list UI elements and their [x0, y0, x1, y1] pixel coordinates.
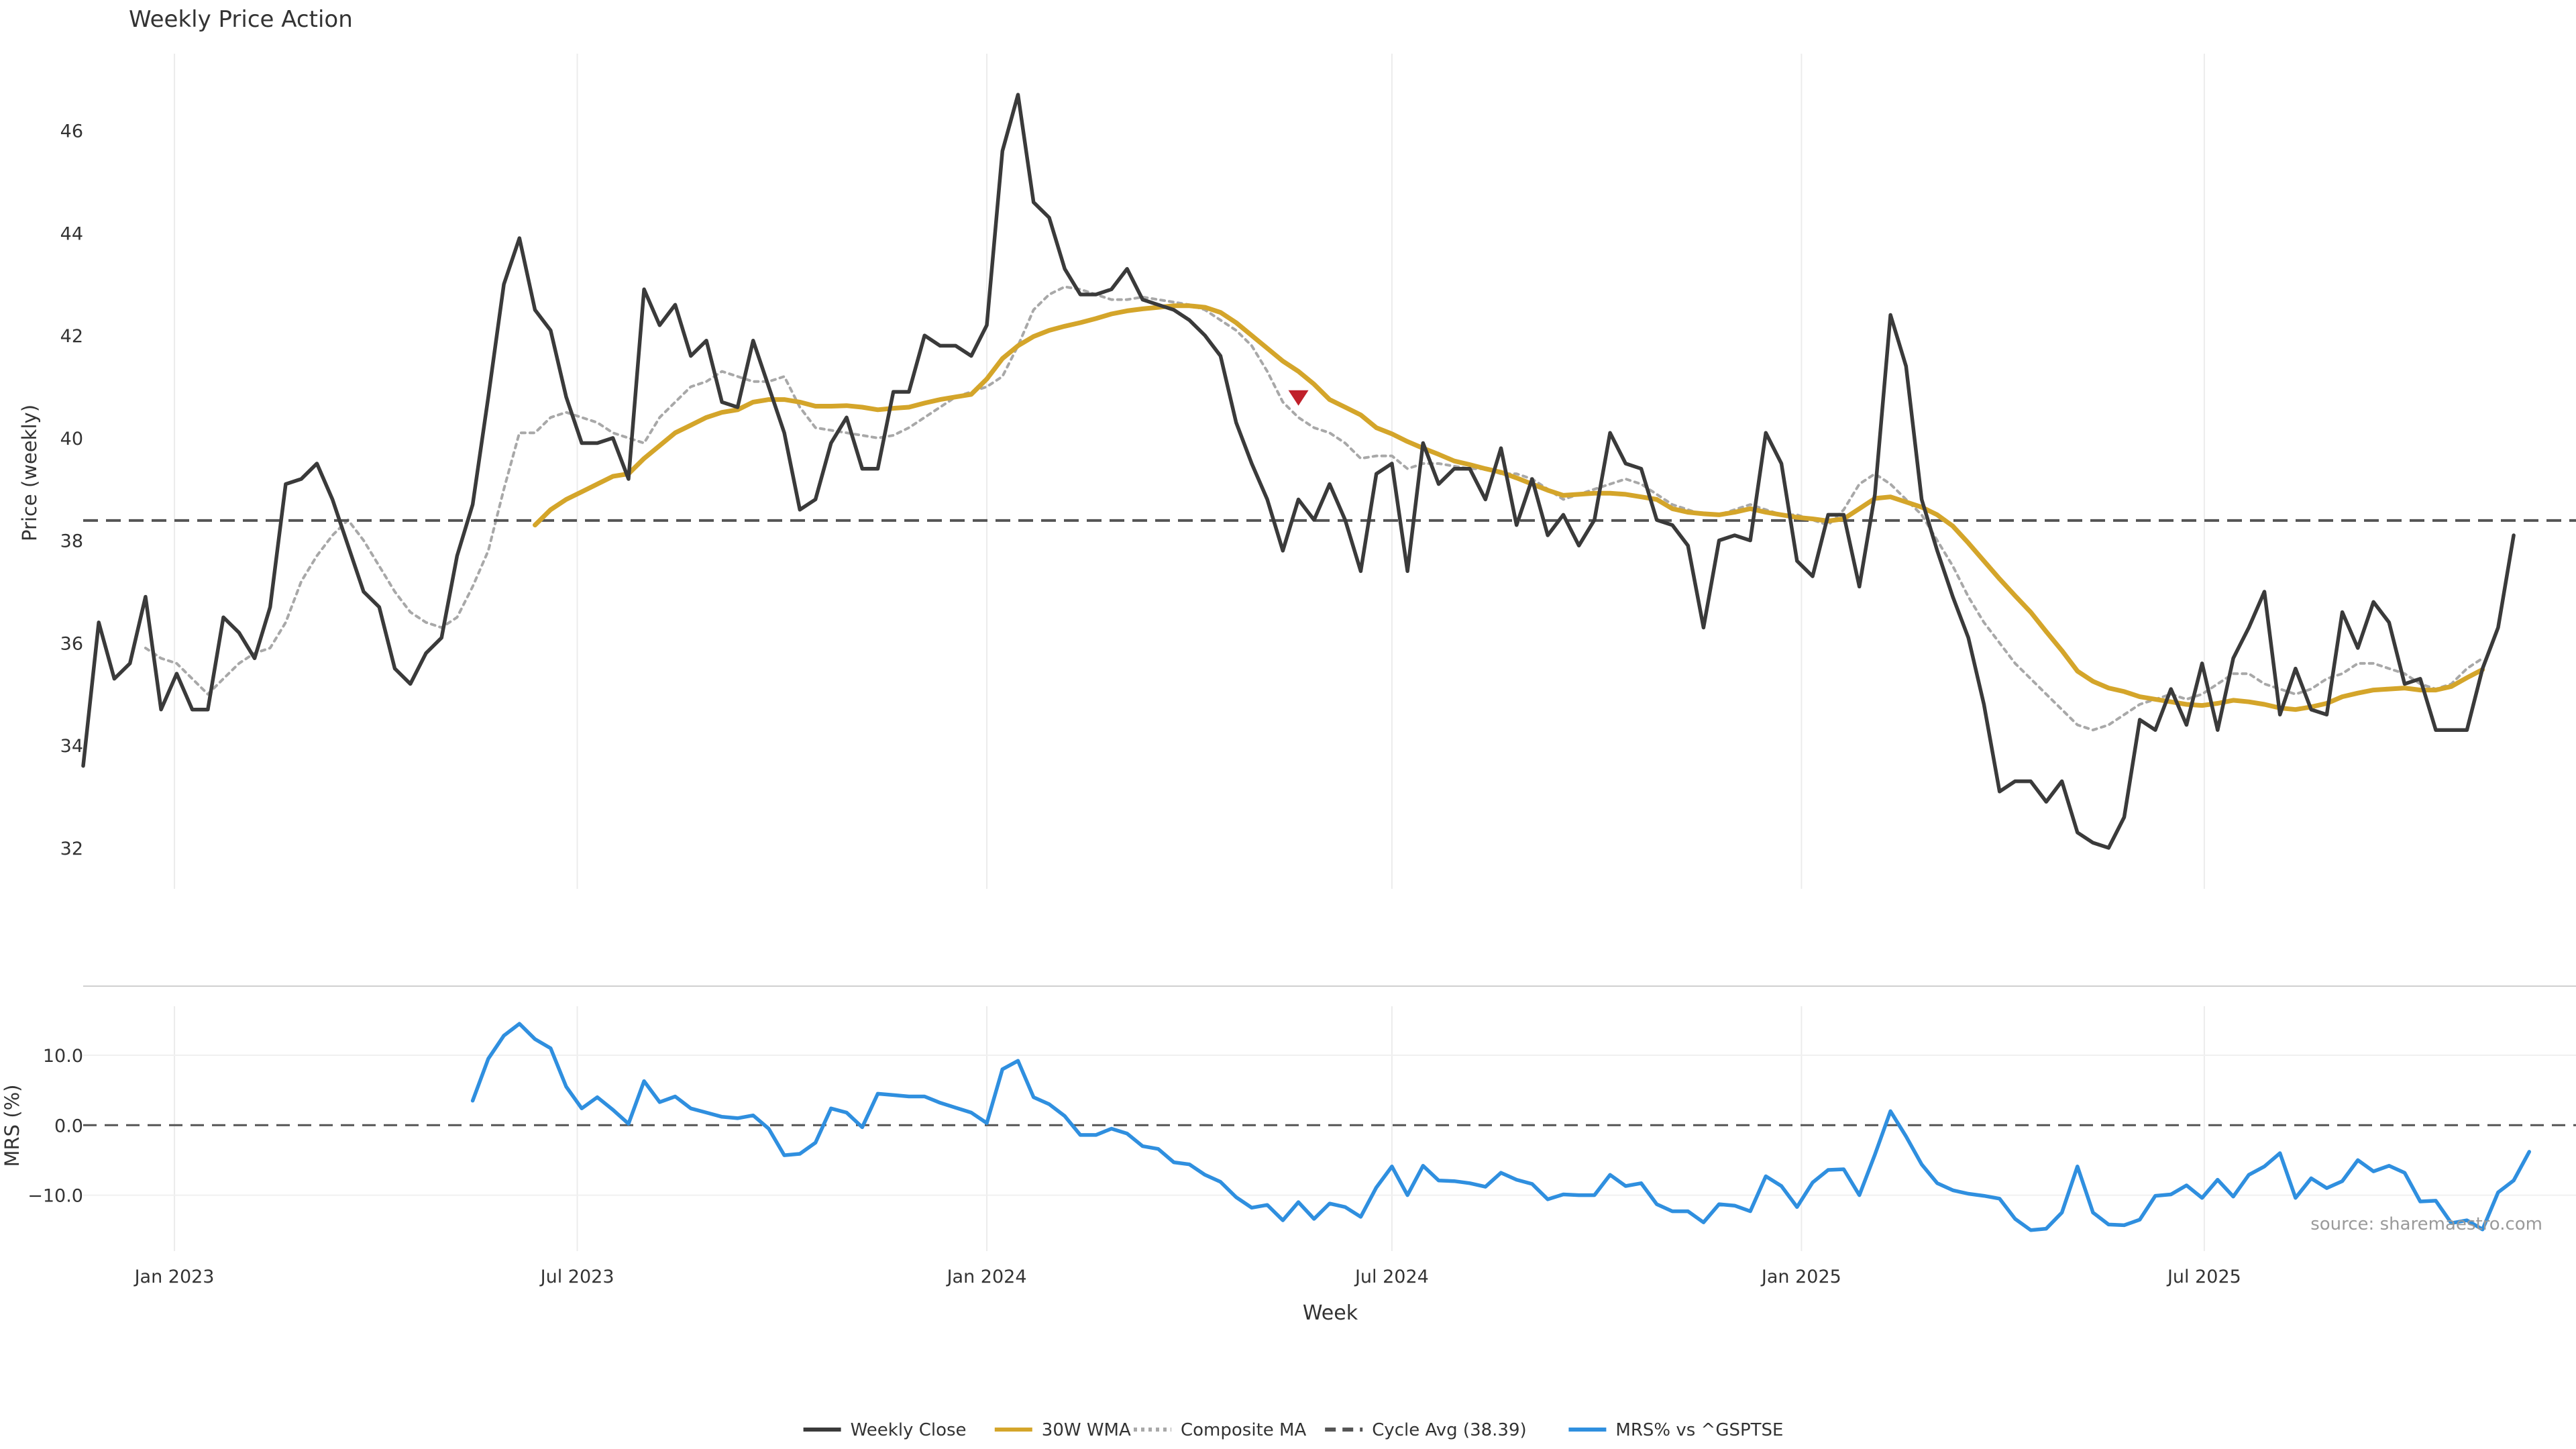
weekly-close-line — [81, 93, 2516, 850]
price-y-axis-label: Price (weekly) — [18, 405, 41, 541]
price-y-tick-label: 34 — [60, 736, 83, 757]
30w-wma-line — [533, 303, 2485, 712]
price-panel: 32 34 36 38 40 42 44 46 Price (weekly) — [18, 54, 2576, 889]
price-series — [81, 93, 2576, 850]
legend-label: 30W WMA — [1042, 1420, 1131, 1440]
x-tick-label: Jul 2023 — [539, 1267, 614, 1287]
legend-label: Composite MA — [1181, 1420, 1306, 1440]
source-note: source: sharemaestro.com — [2310, 1214, 2542, 1234]
legend-item: MRS% vs ^GSPTSE — [1568, 1420, 1784, 1440]
x-tick-label: Jan 2025 — [1760, 1267, 1841, 1287]
x-axis-ticks: Jan 2023 Jul 2023 Jan 2024 Jul 2024 Jan 2025… — [133, 1267, 2241, 1287]
mrs-y-ticks: 10.0 0.0 −10.0 — [28, 1046, 83, 1207]
price-y-tick-label: 46 — [60, 121, 83, 142]
legend: Weekly Close 30W WMA Composite MA Cycle Avg… — [803, 1420, 1784, 1440]
mrs-series — [83, 1022, 2576, 1232]
chart-title: Weekly Price Action — [129, 6, 353, 33]
x-tick-label: Jul 2024 — [1354, 1267, 1429, 1287]
legend-item: Cycle Avg (38.39) — [1325, 1420, 1527, 1440]
price-y-ticks: 32 34 36 38 40 42 44 46 — [60, 121, 83, 859]
composite-ma-line — [144, 285, 2484, 732]
legend-label: Weekly Close — [851, 1420, 967, 1440]
legend-item: 30W WMA — [994, 1420, 1131, 1440]
x-tick-label: Jan 2023 — [133, 1267, 215, 1287]
mrs-line — [470, 1022, 2532, 1232]
price-y-tick-label: 38 — [60, 531, 83, 552]
price-y-tick-label: 36 — [60, 633, 83, 654]
mrs-y-tick-label: −10.0 — [28, 1186, 83, 1207]
signal-marker — [1288, 390, 1309, 406]
legend-item: Composite MA — [1134, 1420, 1306, 1440]
price-y-tick-label: 32 — [60, 839, 83, 859]
price-y-tick-label: 42 — [60, 326, 83, 347]
price-grid — [174, 54, 2205, 889]
mrs-y-tick-label: 0.0 — [54, 1116, 83, 1136]
mrs-y-axis-label: MRS (%) — [1, 1085, 23, 1167]
x-axis-label: Week — [1303, 1301, 1358, 1325]
price-y-tick-label: 44 — [60, 223, 83, 244]
mrs-y-tick-label: 10.0 — [43, 1046, 83, 1067]
mrs-panel: 10.0 0.0 −10.0 MRS (%) — [1, 1006, 2576, 1251]
legend-label: Cycle Avg (38.39) — [1372, 1420, 1526, 1440]
x-tick-label: Jul 2025 — [2166, 1267, 2241, 1287]
legend-label: MRS% vs ^GSPTSE — [1615, 1420, 1783, 1440]
price-y-tick-label: 40 — [60, 429, 83, 449]
x-tick-label: Jan 2024 — [946, 1267, 1027, 1287]
legend-item: Weekly Close — [803, 1420, 967, 1440]
